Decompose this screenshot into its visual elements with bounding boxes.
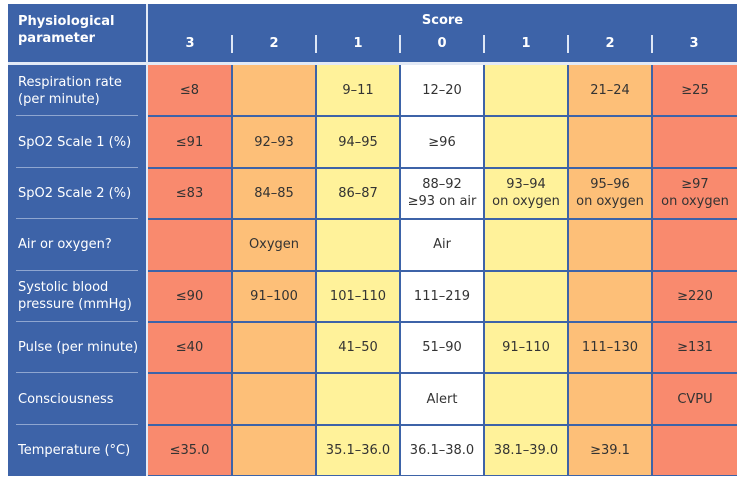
score-column-4: 1 (521, 36, 531, 51)
parameter-label: Temperature (°C) (18, 442, 131, 458)
header-tick (651, 35, 653, 53)
score-cell (653, 220, 737, 270)
score-cell (317, 374, 399, 424)
score-cell: 21–24 (569, 65, 651, 116)
score-cell: 91–110 (485, 323, 567, 373)
score-cell (653, 425, 737, 476)
score-cell (317, 220, 399, 270)
score-column-2: 1 (353, 36, 363, 51)
score-cell (485, 220, 567, 270)
score-cell: 9–11 (317, 65, 399, 116)
score-column-3: 0 (437, 36, 447, 51)
news2-score-table: Physiological parameter Score 3 2 1 0 1 2 3 Res… (8, 4, 737, 476)
score-cell: Oxygen (233, 220, 315, 270)
row-separator (16, 115, 138, 117)
row-separator (16, 218, 138, 220)
parameter-label: SpO2 Scale 2 (%) (18, 185, 132, 201)
score-cell (148, 374, 231, 424)
score-cell: 84–85 (233, 168, 315, 219)
column-divider (146, 4, 148, 476)
header-tick (399, 35, 401, 53)
score-cell: 35.1–36.0 (317, 425, 399, 476)
score-cell: Air (401, 220, 483, 270)
parameter-label: Systolic blood pressure (mmHg) (18, 280, 132, 313)
score-cell: 92–93 (233, 117, 315, 167)
parameter-label: Air or oxygen? (18, 237, 112, 253)
score-cell (569, 220, 651, 270)
score-cell: 94–95 (317, 117, 399, 167)
row-separator (16, 269, 138, 271)
header-tick (567, 35, 569, 53)
score-cell: ≤35.0 (148, 425, 231, 476)
score-cell (569, 271, 651, 321)
score-cell: ≤40 (148, 323, 231, 373)
score-cell (233, 65, 315, 116)
score-column-5: 2 (605, 36, 615, 51)
score-cell: 88–92 ≥93 on air (401, 168, 483, 219)
score-cell: ≥97 on oxygen (653, 168, 737, 219)
score-column-0: 3 (185, 36, 195, 51)
score-cell: ≥220 (653, 271, 737, 321)
parameter-label: Pulse (per minute) (18, 340, 139, 356)
score-cell: Alert (401, 374, 483, 424)
score-cell: ≤90 (148, 271, 231, 321)
score-cell (653, 117, 737, 167)
header-divider (8, 62, 737, 65)
score-cell: ≥131 (653, 323, 737, 373)
score-cell: 111–130 (569, 323, 651, 373)
score-cell (485, 374, 567, 424)
row-separator (16, 166, 138, 168)
score-cell: CVPU (653, 374, 737, 424)
score-cell: 38.1–39.0 (485, 425, 567, 476)
row-separator (16, 321, 138, 322)
score-cell: 36.1–38.0 (401, 425, 483, 476)
score-cell (233, 374, 315, 424)
score-cell: 51–90 (401, 323, 483, 373)
score-cell: 91–100 (233, 271, 315, 321)
score-cell: 93–94 on oxygen (485, 168, 567, 219)
score-cell: ≤91 (148, 117, 231, 167)
score-cell: 101–110 (317, 271, 399, 321)
score-cell: ≥39.1 (569, 425, 651, 476)
score-cell: 12–20 (401, 65, 483, 116)
score-cell (485, 271, 567, 321)
score-column-6: 3 (689, 36, 699, 51)
score-column-1: 2 (269, 36, 279, 51)
score-cell (485, 65, 567, 116)
parameter-label: Consciousness (18, 391, 114, 407)
score-cell: ≤8 (148, 65, 231, 116)
score-cell (233, 425, 315, 476)
row-separator (16, 423, 138, 425)
score-header: Score (421, 13, 464, 28)
score-cell: ≥96 (401, 117, 483, 167)
row-separator (16, 372, 138, 374)
score-cell: ≤83 (148, 168, 231, 219)
parameter-label: Respiration rate (per minute) (18, 74, 122, 107)
score-cell (148, 220, 231, 270)
score-cell (485, 117, 567, 167)
header-tick (231, 35, 233, 53)
parameter-header: Physiological parameter (18, 14, 115, 46)
header-tick (315, 35, 317, 53)
score-cell: 86–87 (317, 168, 399, 219)
score-cell: 111–219 (401, 271, 483, 321)
header-tick (483, 35, 485, 53)
parameter-label: SpO2 Scale 1 (%) (18, 134, 132, 150)
score-cell (569, 117, 651, 167)
score-cell (569, 374, 651, 424)
score-cell (233, 323, 315, 373)
score-cell: ≥25 (653, 65, 737, 116)
score-cell: 41–50 (317, 323, 399, 373)
score-cell: 95–96 on oxygen (569, 168, 651, 219)
